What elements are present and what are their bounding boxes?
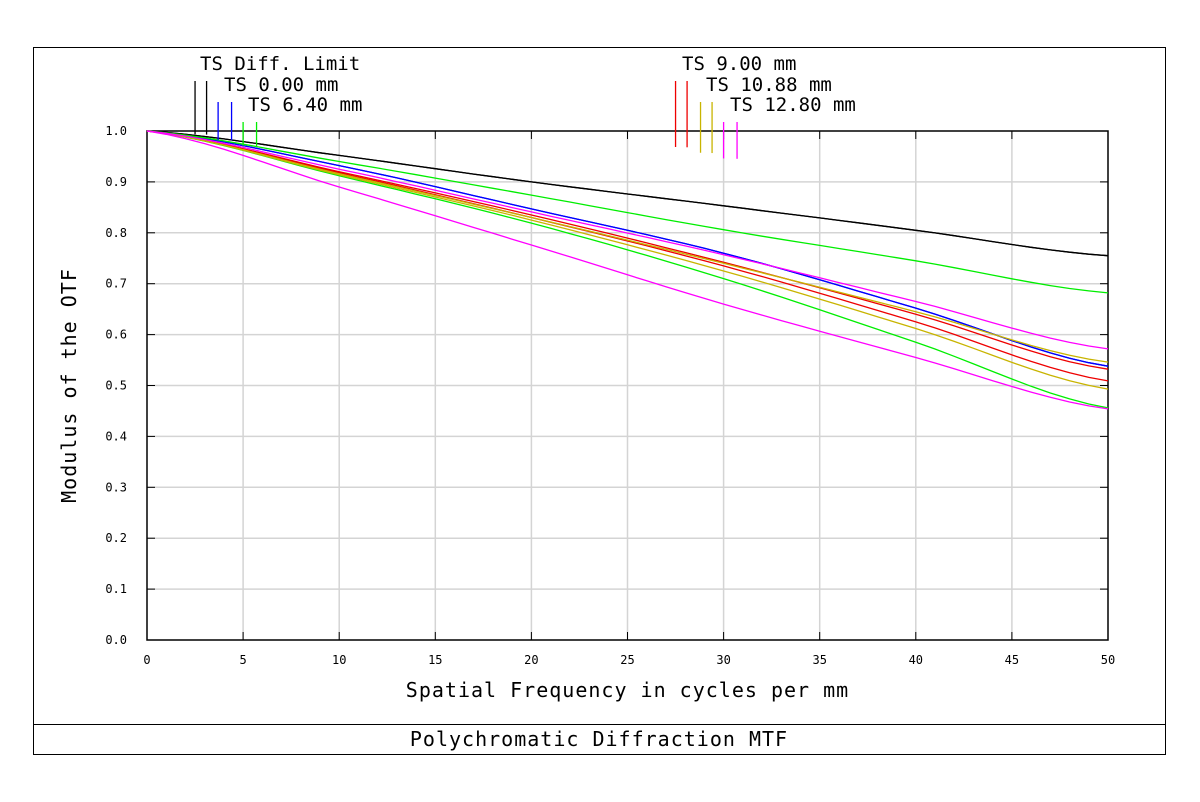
footer-divider: [33, 724, 1165, 725]
chart-title: Polychromatic Diffraction MTF: [409, 727, 789, 751]
y-tick-label: 0.5: [105, 379, 127, 393]
legend-label: TS Diff. Limit: [200, 53, 360, 75]
y-tick-label: 0.6: [105, 328, 127, 342]
chart-frame: [33, 47, 1166, 755]
x-tick-label: 40: [909, 653, 923, 667]
x-tick-label: 5: [239, 653, 246, 667]
plot-area: [146, 130, 1109, 641]
series-line-5: [146, 130, 1109, 409]
y-axis-label: Modulus of the OTF: [57, 268, 81, 503]
legend-label: TS 12.80 mm: [730, 94, 856, 116]
y-tick-label: 1.0: [105, 124, 127, 138]
series-line-7: [146, 130, 1109, 382]
legend-label: TS 0.00 mm: [224, 74, 338, 96]
series-line-4: [146, 130, 1109, 294]
series-line-10: [146, 130, 1109, 350]
x-axis-label: Spatial Frequency in cycles per mm: [406, 678, 849, 702]
legend-label: TS 6.40 mm: [248, 94, 362, 116]
y-tick-label: 0.0: [105, 633, 127, 647]
y-tick-label: 0.8: [105, 226, 127, 240]
x-tick-label: 0: [143, 653, 150, 667]
x-tick-label: 25: [620, 653, 634, 667]
x-tick-label: 45: [1005, 653, 1019, 667]
x-tick-label: 30: [716, 653, 730, 667]
y-tick-label: 0.4: [105, 429, 127, 443]
y-tick-label: 0.2: [105, 531, 127, 545]
series-line-8: [146, 130, 1109, 363]
x-tick-label: 10: [332, 653, 346, 667]
legend-label: TS 9.00 mm: [682, 53, 796, 75]
x-tick-label: 15: [428, 653, 442, 667]
series-line-3: [146, 130, 1109, 367]
series-line-6: [146, 130, 1109, 370]
x-tick-label: 20: [524, 653, 538, 667]
y-tick-label: 0.1: [105, 582, 127, 596]
x-tick-label: 35: [812, 653, 826, 667]
series-line-11: [146, 130, 1109, 410]
x-tick-label: 50: [1101, 653, 1115, 667]
series-line-9: [146, 130, 1109, 390]
series-line-1: [146, 130, 1109, 257]
y-tick-label: 0.9: [105, 175, 127, 189]
legend-label: TS 10.88 mm: [706, 74, 832, 96]
y-tick-label: 0.3: [105, 480, 127, 494]
y-tick-label: 0.7: [105, 277, 127, 291]
